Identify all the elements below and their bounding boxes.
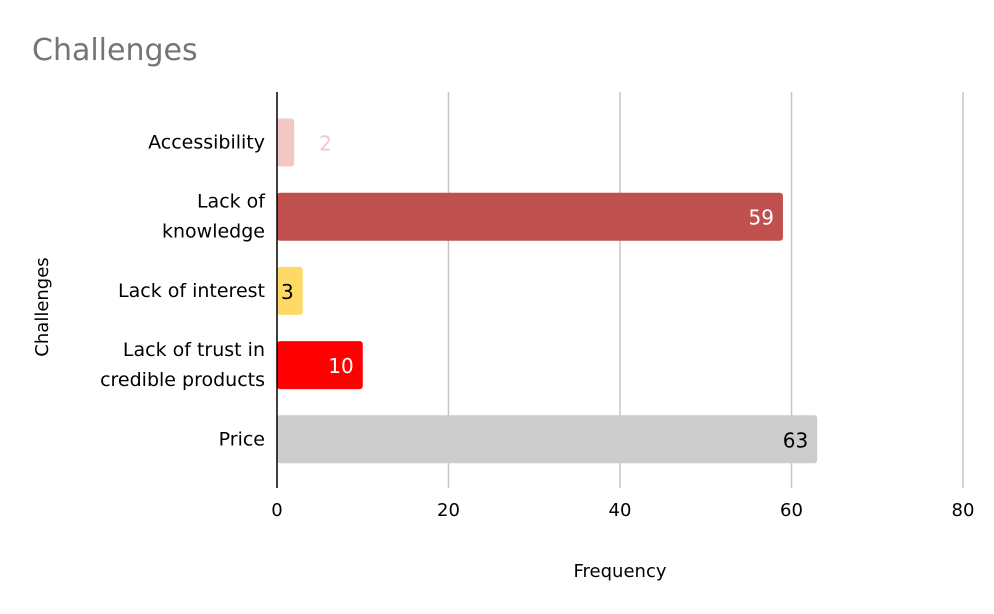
category-label: Lack of trust in credible products xyxy=(100,339,265,391)
bar xyxy=(277,192,783,241)
category-labels: Accessibility Lack of knowledge Lack of int… xyxy=(100,132,266,451)
category-label: Lack of interest xyxy=(118,280,265,302)
y-axis-title: Challenges xyxy=(32,257,53,356)
category-label: Accessibility xyxy=(148,132,265,154)
x-axis-title: Frequency xyxy=(574,561,667,582)
data-label: 10 xyxy=(328,354,353,378)
data-label: 63 xyxy=(783,428,808,452)
bar xyxy=(277,266,303,315)
category-label: Price xyxy=(219,428,265,450)
data-label: 59 xyxy=(748,206,773,230)
x-tick-labels: 0 20 40 60 80 xyxy=(271,500,974,521)
bars xyxy=(277,118,818,464)
bar xyxy=(277,415,818,464)
chart-title: Challenges xyxy=(32,33,198,68)
data-label: 3 xyxy=(281,280,294,304)
bar xyxy=(277,341,363,390)
bar xyxy=(277,118,295,167)
x-tick-label: 60 xyxy=(780,500,803,521)
data-label: 2 xyxy=(319,132,332,156)
x-tick-label: 40 xyxy=(609,500,632,521)
x-tick-label: 80 xyxy=(952,500,975,521)
x-tick-label: 20 xyxy=(437,500,460,521)
category-label: Lack of knowledge xyxy=(162,191,266,243)
x-tick-label: 0 xyxy=(271,500,282,521)
data-labels: 2 59 3 10 63 xyxy=(281,132,808,453)
